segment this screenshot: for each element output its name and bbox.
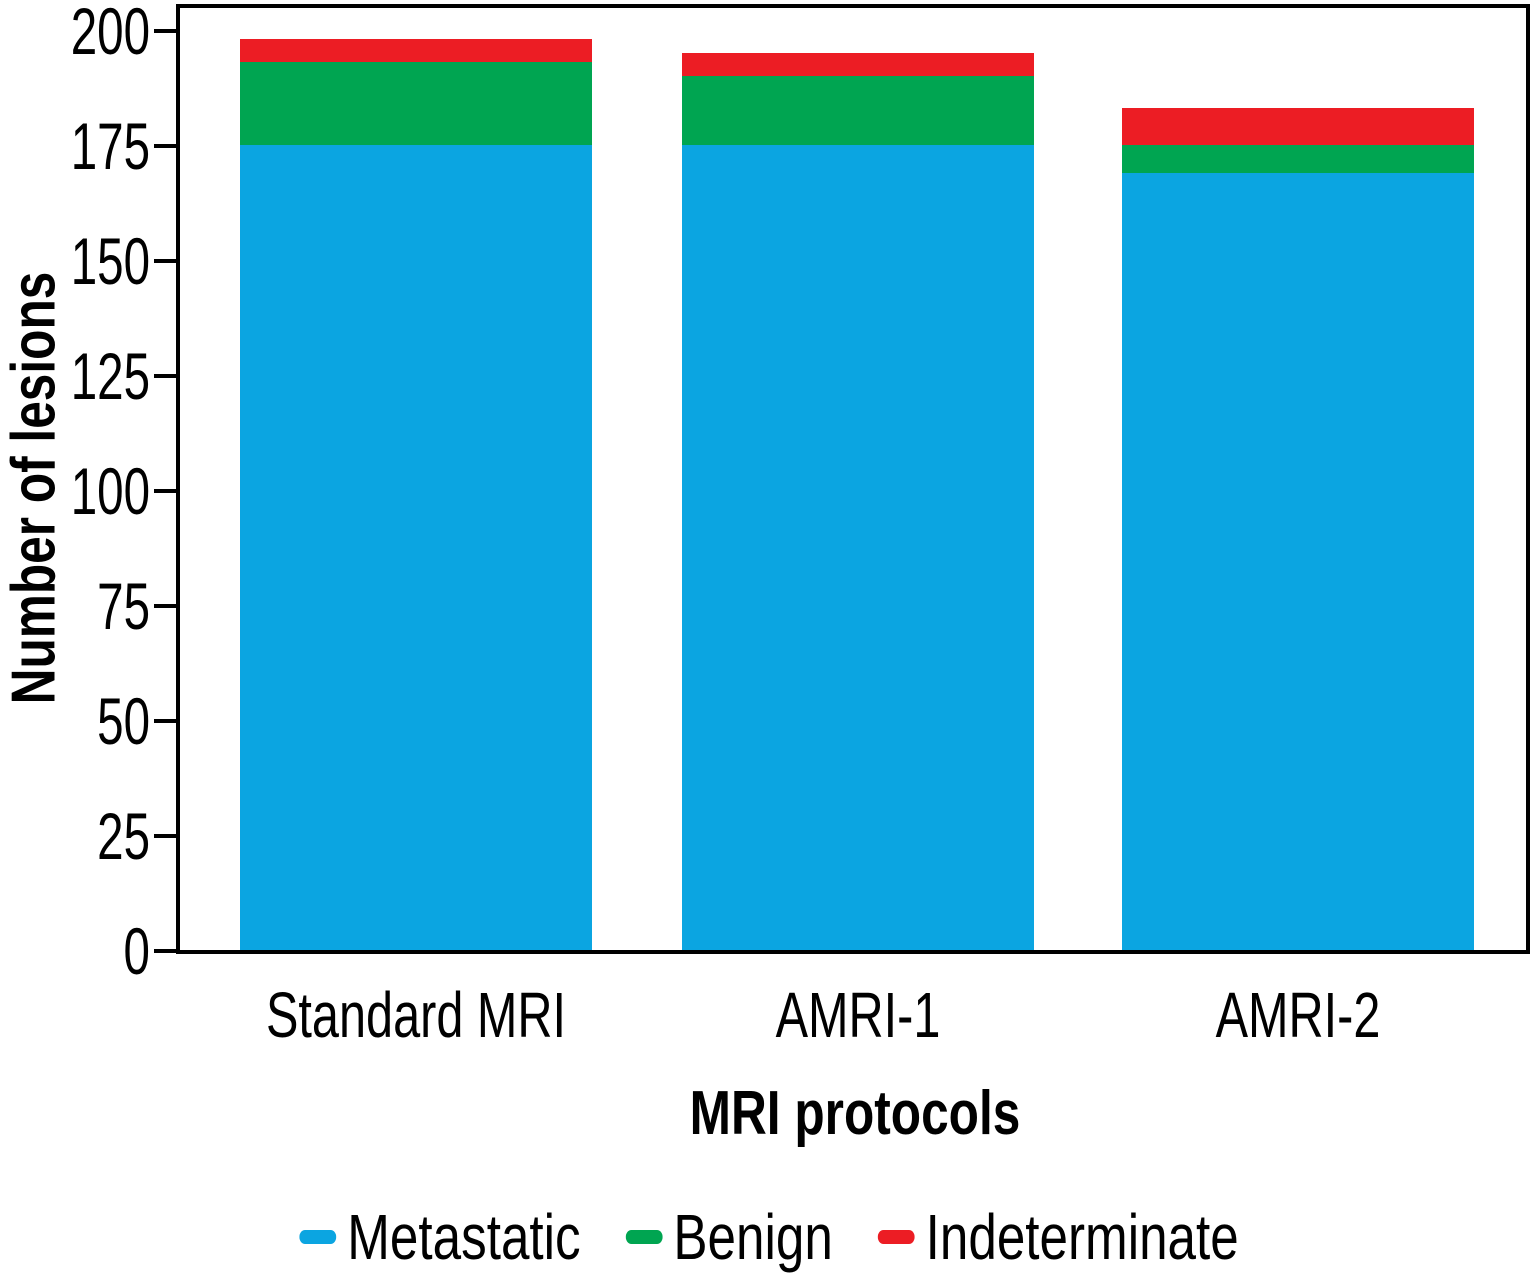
y-tick-label: 50: [97, 683, 150, 758]
indeterminate-segment: [1122, 108, 1474, 146]
metastatic-segment: [240, 145, 592, 950]
x-axis-title: MRI protocols: [689, 1079, 1021, 1148]
plot-area: [176, 4, 1530, 954]
metastatic-swatch-icon: [299, 1230, 337, 1244]
y-tick-label: 75: [97, 568, 150, 643]
y-tick-label: 175: [70, 108, 150, 183]
y-tick: [154, 718, 178, 723]
bar-standard-mri: [240, 39, 592, 950]
y-tick: [154, 833, 178, 838]
y-tick: [154, 373, 178, 378]
y-tick: [154, 28, 178, 33]
legend-label: Indeterminate: [925, 1201, 1239, 1273]
y-tick-label: 0: [123, 913, 150, 988]
metastatic-segment: [682, 145, 1034, 950]
benign-swatch-icon: [625, 1230, 663, 1244]
y-tick: [154, 948, 178, 953]
benign-segment: [682, 76, 1034, 145]
x-category-label: AMRI-1: [775, 979, 941, 1051]
legend-item-indeterminate: Indeterminate: [877, 1200, 1239, 1274]
y-tick: [154, 143, 178, 148]
y-tick-label: 200: [70, 0, 150, 68]
y-tick-label: 150: [70, 223, 150, 298]
bar-amri-1: [682, 53, 1034, 950]
legend-item-metastatic: Metastatic: [299, 1200, 581, 1274]
indeterminate-swatch-icon: [877, 1230, 915, 1244]
metastatic-segment: [1122, 172, 1474, 950]
indeterminate-segment: [682, 53, 1034, 76]
legend-label: Metastatic: [347, 1201, 581, 1273]
y-tick: [154, 258, 178, 263]
legend-label: Benign: [673, 1201, 833, 1273]
bar-amri-2: [1122, 108, 1474, 950]
chart-legend: Metastatic Benign Indeterminate: [154, 1200, 1384, 1274]
y-tick-label: 100: [70, 453, 150, 528]
y-tick: [154, 603, 178, 608]
indeterminate-segment: [240, 39, 592, 63]
benign-segment: [1122, 145, 1474, 173]
y-tick: [154, 488, 178, 493]
benign-segment: [240, 62, 592, 145]
legend-item-benign: Benign: [625, 1200, 833, 1274]
x-category-label: Standard MRI: [265, 979, 567, 1051]
y-tick-label: 125: [70, 338, 150, 413]
x-category-label: AMRI-2: [1215, 979, 1381, 1051]
y-tick-label: 25: [97, 798, 150, 873]
